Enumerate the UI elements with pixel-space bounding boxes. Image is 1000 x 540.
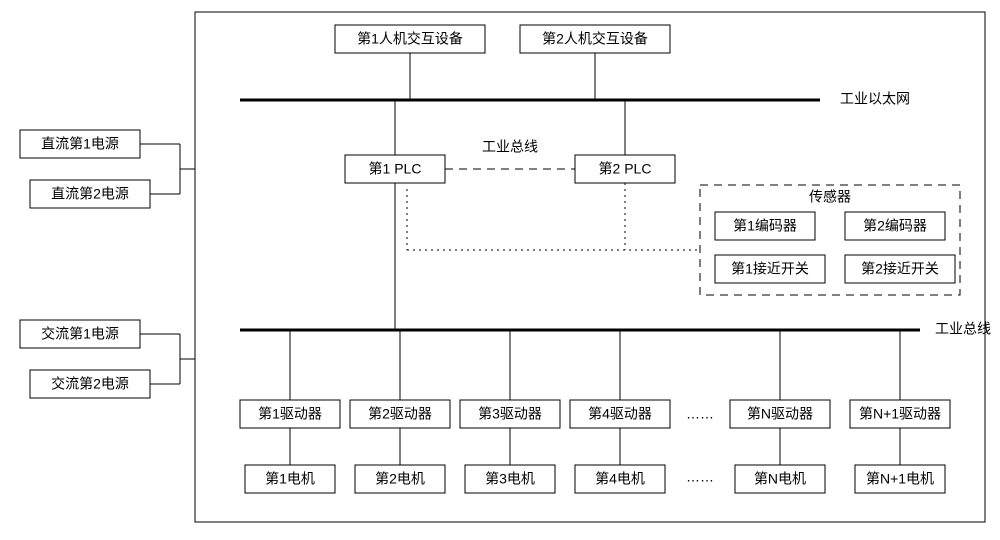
driver-4-label: 第N驱动器 xyxy=(747,406,813,422)
motor-5-label: 第N+1电机 xyxy=(866,471,934,487)
driver-2-label: 第3驱动器 xyxy=(478,406,542,422)
sensor-s1-label: 第1编码器 xyxy=(733,218,797,234)
sensor-s4-label: 第2接近开关 xyxy=(861,261,939,277)
ellipsis-drivers: …… xyxy=(686,406,714,422)
sensor-s3-label: 第1接近开关 xyxy=(731,261,809,277)
sensor-title: 传感器 xyxy=(809,189,851,205)
system-diagram: 直流第1电源直流第2电源交流第1电源交流第2电源 第1人机交互设备 第2人机交互设备… xyxy=(0,0,1000,540)
driver-0-label: 第1驱动器 xyxy=(258,406,322,422)
hmi-2-label: 第2人机交互设备 xyxy=(542,31,648,47)
hmi-1-label: 第1人机交互设备 xyxy=(357,31,463,47)
motor-0-label: 第1电机 xyxy=(265,471,315,487)
motor-1-label: 第2电机 xyxy=(375,471,425,487)
driver-1-label: 第2驱动器 xyxy=(368,406,432,422)
plc-1-label: 第1 PLC xyxy=(369,161,422,177)
power-dc1-label: 直流第1电源 xyxy=(41,136,119,152)
plc-bus-label: 工业总线 xyxy=(482,139,538,155)
motor-4-label: 第N电机 xyxy=(754,471,806,487)
motor-3-label: 第4电机 xyxy=(595,471,645,487)
ellipsis-motors: …… xyxy=(686,469,714,485)
driver-3-label: 第4驱动器 xyxy=(588,406,652,422)
sensor-s2-label: 第2编码器 xyxy=(863,218,927,234)
ethernet-label: 工业以太网 xyxy=(840,91,910,107)
power-ac1-label: 交流第1电源 xyxy=(41,326,119,342)
power-ac2-label: 交流第2电源 xyxy=(51,376,129,392)
plc-2-label: 第2 PLC xyxy=(599,161,652,177)
power-dc2-label: 直流第2电源 xyxy=(51,186,129,202)
motor-2-label: 第3电机 xyxy=(485,471,535,487)
fieldbus-label: 工业总线 xyxy=(935,321,991,337)
driver-5-label: 第N+1驱动器 xyxy=(859,406,941,422)
